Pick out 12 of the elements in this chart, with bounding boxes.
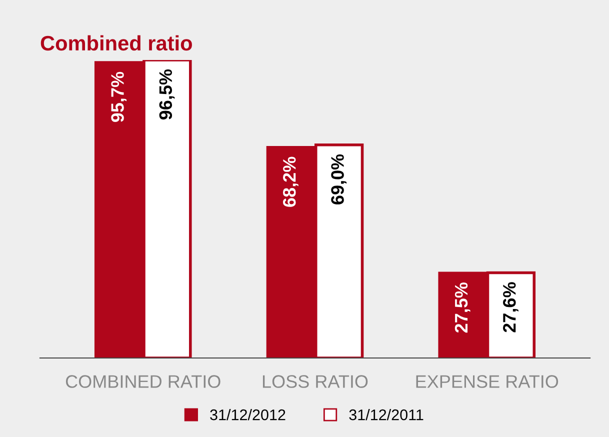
chart-title: Combined ratio [40,35,192,51]
data-label: 27,6% [503,282,518,332]
legend-label: 31/12/2012 [210,409,286,420]
legend-label: 31/12/2011 [349,409,424,420]
x-tick-label: COMBINED RATIO [66,375,220,388]
x-tick-label: EXPENSE RATIO [416,375,558,388]
data-label: 68,2% [283,156,298,207]
data-label: 96,5% [159,69,175,120]
data-label: 27,5% [454,282,470,333]
data-label: 95,7% [111,72,127,122]
data-label: 69,0% [331,154,347,204]
x-tick-label: LOSS RATIO [262,375,368,388]
